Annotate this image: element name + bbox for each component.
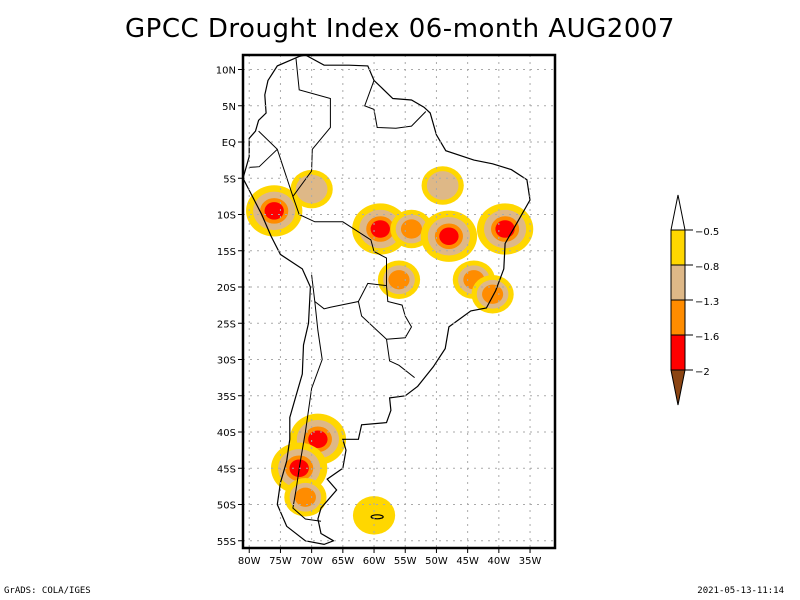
map-frame: [241, 53, 557, 550]
lat-tick-label: 5S: [223, 174, 236, 185]
lat-tick-label: EQ: [222, 138, 236, 149]
lat-tick-label: 25S: [217, 319, 236, 330]
lon-tick-label: 65W: [332, 556, 355, 567]
drought-level-4: [308, 430, 328, 449]
lat-tick-label: 35S: [217, 392, 236, 403]
country-border: [292, 301, 323, 522]
colorbar-bottom-triangle: [670, 369, 686, 406]
lat-tick-label: 30S: [217, 356, 236, 367]
lat-tick-label: 40S: [217, 428, 236, 439]
colorbar-top-triangle: [670, 194, 686, 231]
lat-tick-label: 20S: [217, 283, 236, 294]
lat-tick-label: 55S: [217, 537, 236, 548]
drought-area: [476, 203, 534, 255]
lat-tick-label: 10S: [217, 211, 236, 222]
lat-tick-label: 5N: [222, 102, 236, 113]
drought-area: [377, 260, 421, 299]
drought-level-4: [264, 202, 284, 220]
lon-tick-label: 55W: [394, 556, 417, 567]
falkland-islands: [370, 514, 384, 520]
lon-tick-label: 50W: [425, 556, 448, 567]
drought-level-4: [439, 227, 459, 246]
lon-tick-label: 35W: [519, 556, 542, 567]
colorbar-label: −1.6: [695, 332, 719, 343]
drought-fills: [246, 166, 534, 535]
lat-tick-label: 50S: [217, 501, 236, 512]
lon-tick-label: 70W: [300, 556, 323, 567]
lon-tick-label: 40W: [488, 556, 511, 567]
drought-level-3: [294, 487, 316, 507]
footer-credit: GrADS: COLA/IGES: [4, 586, 91, 596]
lat-tick-label: 45S: [217, 464, 236, 475]
drought-area: [421, 166, 464, 205]
colorbar-label: −2: [695, 367, 710, 378]
continent-outline: [242, 54, 531, 546]
drought-level-3: [388, 270, 410, 290]
lat-axis: 10N 5N EQ 5S 10S 15S 20S 25S 30S 35S 40S 45S 50S 55S: [216, 66, 243, 548]
drought-level-4: [370, 220, 390, 238]
drought-area: [352, 203, 409, 255]
lon-tick-label: 60W: [363, 556, 386, 567]
drought-level-3: [400, 219, 423, 239]
country-border: [364, 80, 427, 129]
drought-level-4: [495, 220, 515, 238]
lon-axis: 80W 75W 70W 65W 60W 55W 50W 45W 40W 35W: [238, 548, 542, 567]
drought-level-3: [482, 284, 504, 304]
lat-tick-label: 15S: [217, 247, 236, 258]
country-border: [249, 148, 278, 168]
colorbar-segment: [670, 229, 686, 266]
lon-tick-label: 45W: [456, 556, 479, 567]
footer-timestamp: 2021-05-13-11:14: [697, 586, 784, 596]
drought-level-2: [426, 171, 459, 200]
coastlines: [242, 54, 531, 546]
drought-area: [471, 275, 514, 314]
lat-tick-label: 10N: [216, 66, 236, 77]
colorbar-segment: [670, 334, 686, 371]
colorbar-label: −0.5: [695, 227, 719, 238]
colorbar-label: −0.8: [695, 262, 719, 273]
lon-tick-label: 80W: [238, 556, 261, 567]
drought-area: [420, 210, 478, 262]
lon-tick-label: 75W: [269, 556, 292, 567]
chart-title: GPCC Drought Index 06-month AUG2007: [125, 14, 675, 44]
country-border: [292, 58, 387, 310]
colorbar-segment: [670, 299, 686, 336]
colorbar: −0.5 −0.8 −1.3 −1.6 −2: [670, 194, 719, 406]
country-border: [386, 339, 415, 378]
grid-lines: [243, 55, 555, 548]
colorbar-label: −1.3: [695, 297, 719, 308]
colorbar-segment: [670, 264, 686, 301]
